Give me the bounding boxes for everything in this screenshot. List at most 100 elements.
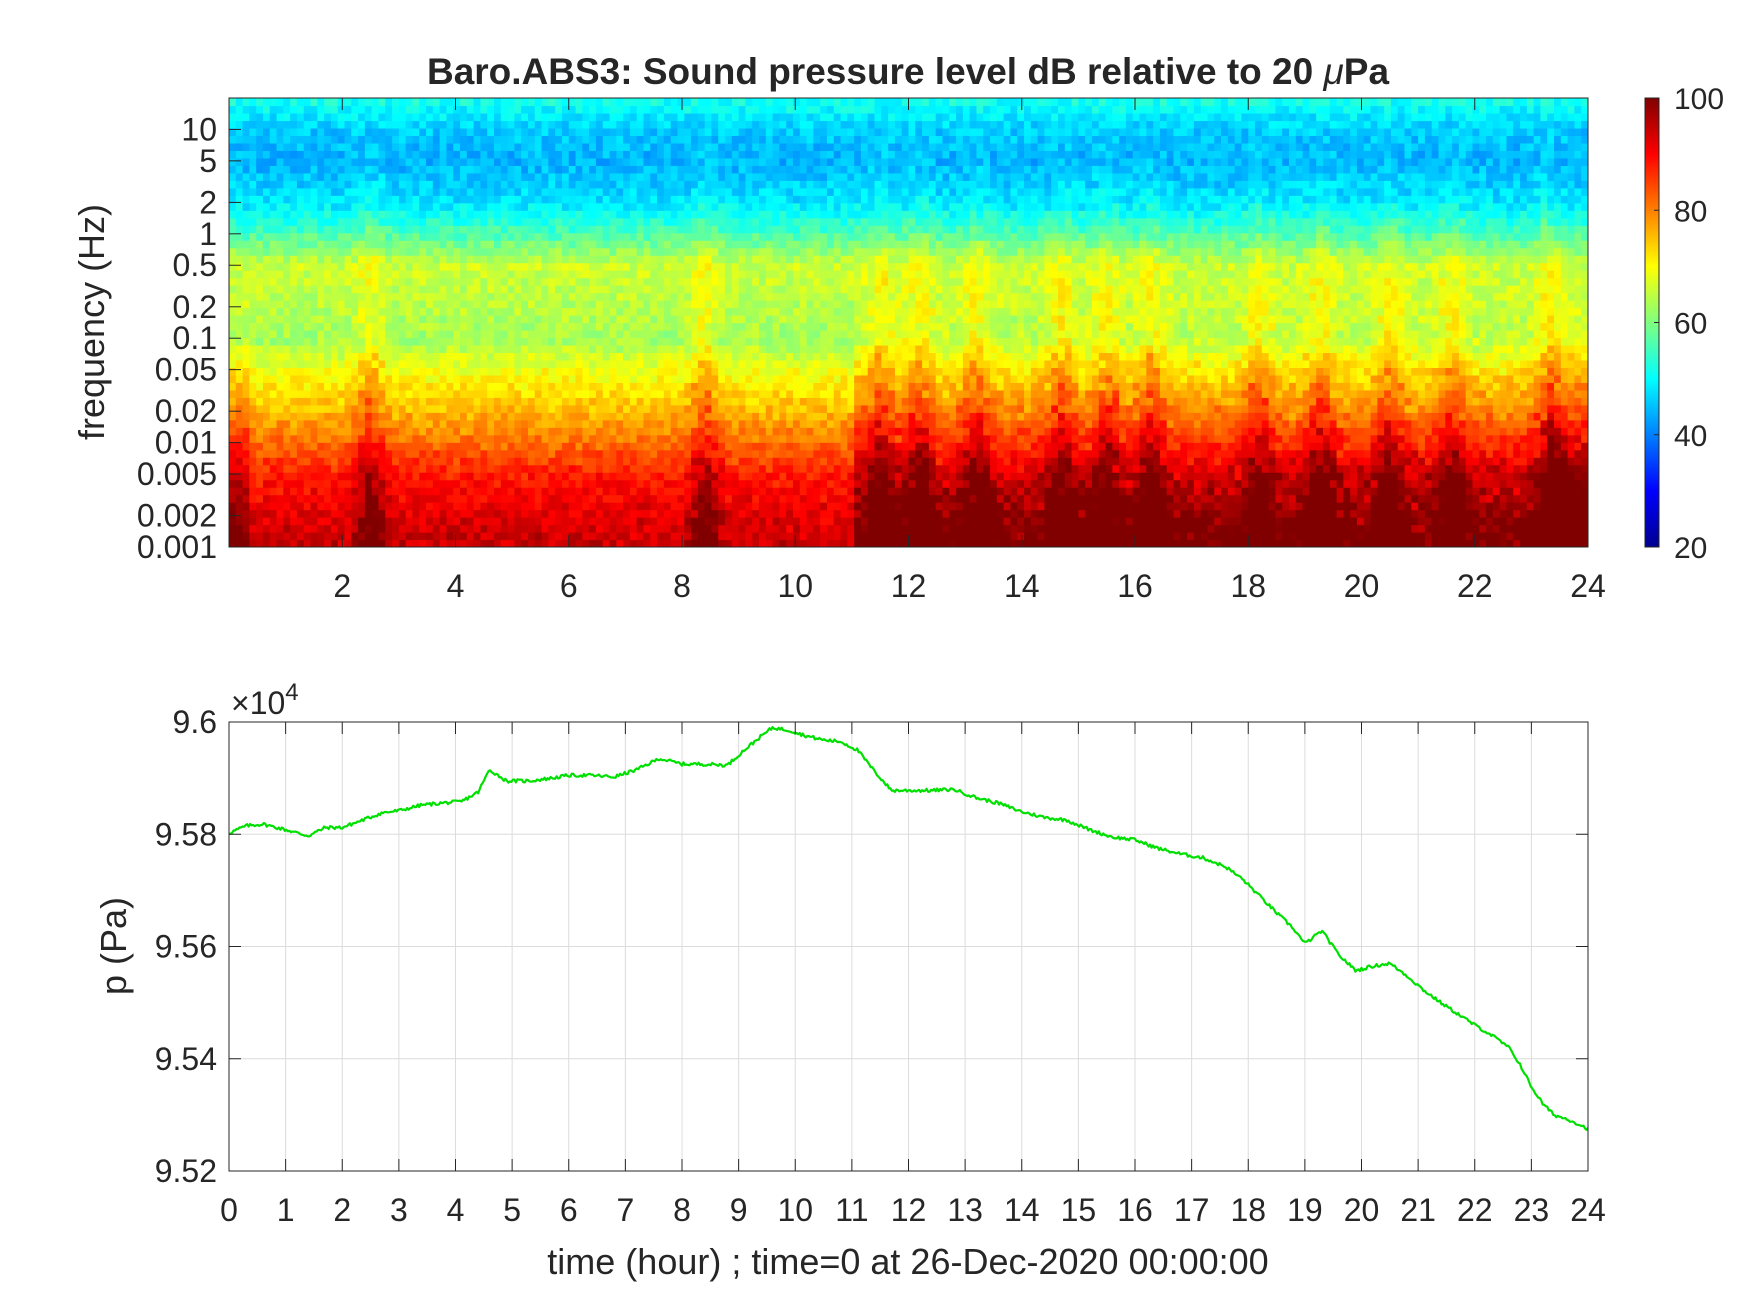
heatmap-cell — [527, 165, 536, 174]
heatmap-cell — [602, 150, 611, 159]
heatmap-cell — [663, 150, 672, 159]
heatmap-cell — [629, 135, 638, 144]
heatmap-cell — [514, 419, 522, 428]
heatmap-cell — [568, 195, 577, 204]
heatmap-cell — [494, 180, 502, 189]
heatmap-cell — [759, 142, 767, 151]
heatmap-cell — [561, 502, 570, 511]
heatmap-cell — [385, 404, 393, 413]
heatmap-cell — [738, 150, 747, 159]
heatmap-cell — [494, 157, 502, 166]
heatmap-cell — [392, 315, 400, 324]
heatmap-cell — [786, 419, 794, 428]
heatmap-cell — [364, 285, 373, 294]
heatmap-cell — [344, 307, 352, 316]
heatmap-cell — [711, 487, 719, 496]
heatmap-cell — [453, 352, 461, 361]
heatmap-cell — [229, 434, 237, 443]
heatmap-cell — [235, 382, 244, 391]
heatmap-cell — [371, 382, 380, 391]
heatmap-cell — [262, 524, 271, 533]
heatmap-cell — [385, 442, 393, 451]
heatmap-cell — [242, 509, 250, 518]
heatmap-cell — [697, 419, 706, 428]
heatmap-cell — [412, 352, 420, 361]
heatmap-cell — [398, 344, 407, 354]
heatmap-cell — [561, 172, 570, 181]
heatmap-cell — [344, 427, 352, 436]
heatmap-cell — [636, 285, 645, 294]
heatmap-cell — [242, 285, 250, 294]
heatmap-cell — [296, 315, 305, 324]
heatmap-cell — [718, 509, 726, 518]
heatmap-cell — [405, 277, 414, 286]
heatmap-cell — [657, 202, 665, 211]
heatmap-cell — [378, 277, 386, 286]
heatmap-cell — [262, 367, 271, 376]
heatmap-cell — [772, 120, 780, 129]
heatmap-cell — [358, 479, 366, 488]
heatmap-cell — [629, 404, 638, 413]
heatmap-cell — [460, 329, 468, 339]
heatmap-cell — [317, 472, 325, 481]
heatmap-cell — [548, 472, 556, 481]
heatmap-cell — [262, 532, 271, 541]
heatmap-cell — [426, 150, 434, 159]
heatmap-cell — [426, 502, 434, 511]
heatmap-cell — [704, 202, 713, 211]
heatmap-cell — [460, 419, 468, 428]
heatmap-cell — [568, 464, 577, 473]
heatmap-cell — [262, 187, 271, 196]
heatmap-cell — [677, 300, 685, 309]
heatmap-cell — [684, 374, 692, 383]
heatmap-cell — [256, 479, 264, 488]
heatmap-cell — [405, 307, 414, 316]
heatmap-cell — [725, 292, 733, 301]
heatmap-cell — [229, 442, 237, 451]
heatmap-cell — [426, 120, 434, 129]
heatmap-cell — [358, 98, 366, 107]
heatmap-cell — [432, 404, 441, 413]
heatmap-cell — [731, 464, 740, 473]
heatmap-cell — [229, 359, 237, 368]
heatmap-cell — [296, 524, 305, 533]
heatmap-cell — [378, 187, 386, 196]
heatmap-cell — [527, 419, 536, 428]
heatmap-cell — [555, 300, 563, 309]
heatmap-cell — [337, 255, 346, 264]
heatmap-cell — [534, 419, 543, 428]
heatmap-cell — [480, 457, 488, 466]
heatmap-cell — [541, 397, 549, 406]
heatmap-cell — [507, 157, 515, 166]
heatmap-cell — [473, 539, 482, 547]
heatmap-cell — [718, 344, 726, 354]
heatmap-cell — [480, 135, 488, 144]
heatmap-cell — [473, 322, 482, 331]
heatmap-cell — [494, 202, 502, 211]
heatmap-cell — [609, 270, 617, 279]
heatmap-cell — [378, 172, 386, 181]
heatmap-cell — [371, 255, 380, 264]
heatmap-cell — [466, 270, 475, 279]
heatmap-cell — [521, 292, 529, 301]
heatmap-cell — [317, 434, 325, 443]
heatmap-cell — [663, 98, 672, 107]
heatmap-cell — [398, 427, 407, 436]
heatmap-cell — [657, 172, 665, 181]
heatmap-cell — [466, 404, 475, 413]
heatmap-cell — [507, 404, 515, 413]
heatmap-cell — [398, 367, 407, 376]
heatmap-cell — [691, 389, 699, 398]
heatmap-cell — [446, 449, 454, 458]
heatmap-cell — [704, 397, 713, 406]
heatmap-cell — [290, 449, 298, 458]
heatmap-cell — [595, 165, 604, 174]
heatmap-cell — [711, 517, 719, 526]
heatmap-cell — [500, 187, 509, 196]
heatmap-cell — [663, 180, 672, 189]
heatmap-cell — [575, 494, 583, 503]
heatmap-cell — [364, 479, 373, 488]
heatmap-cell — [480, 532, 488, 541]
heatmap-cell — [439, 157, 448, 166]
heatmap-cell — [269, 142, 278, 151]
